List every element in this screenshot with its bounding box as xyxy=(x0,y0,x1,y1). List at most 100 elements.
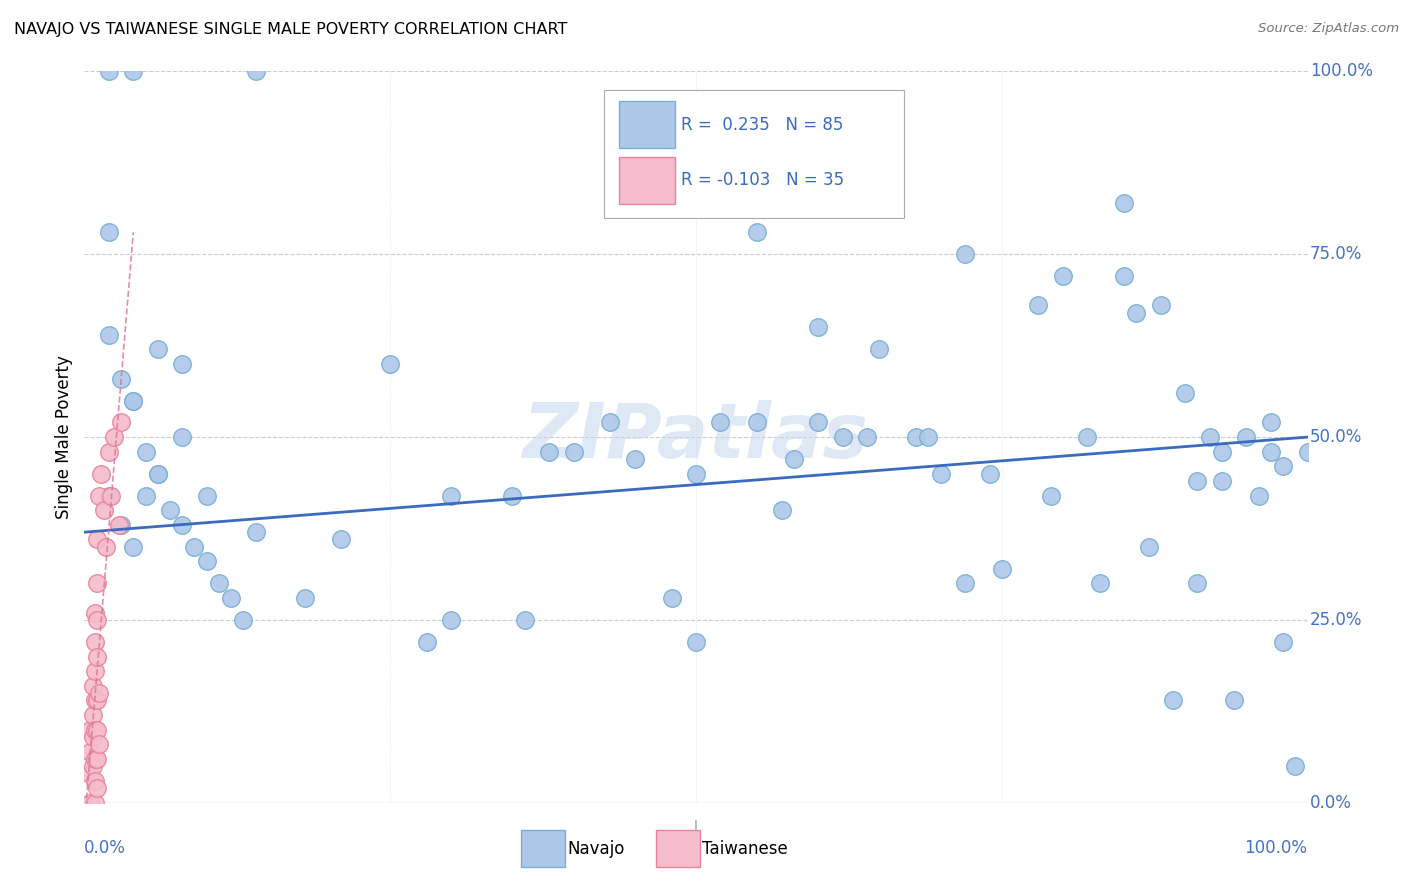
Point xyxy=(245,525,267,540)
Point xyxy=(783,452,806,467)
Point xyxy=(929,467,952,481)
Point xyxy=(1088,576,1111,591)
Point xyxy=(107,517,129,532)
Point xyxy=(953,247,976,261)
Point xyxy=(1272,635,1295,649)
Point xyxy=(82,759,104,773)
Point xyxy=(953,576,976,591)
FancyBboxPatch shape xyxy=(619,157,675,203)
Text: 25.0%: 25.0% xyxy=(1310,611,1362,629)
Point xyxy=(807,416,830,430)
Text: Taiwanese: Taiwanese xyxy=(702,840,787,858)
Text: 0.0%: 0.0% xyxy=(84,839,127,857)
Point xyxy=(86,723,108,737)
Point xyxy=(661,591,683,605)
Point xyxy=(86,752,108,766)
Point xyxy=(87,737,110,751)
Point xyxy=(599,416,621,430)
Point xyxy=(1187,474,1209,488)
Point xyxy=(1211,474,1233,488)
Point xyxy=(856,430,879,444)
Point xyxy=(380,357,402,371)
Point xyxy=(84,635,107,649)
Text: R = -0.103   N = 35: R = -0.103 N = 35 xyxy=(682,171,845,189)
Point xyxy=(86,533,108,547)
Point xyxy=(82,730,104,744)
FancyBboxPatch shape xyxy=(605,90,904,218)
Point xyxy=(562,444,585,458)
Point xyxy=(86,576,108,591)
Point xyxy=(1234,430,1257,444)
Point xyxy=(1150,298,1173,312)
Point xyxy=(501,489,523,503)
Text: 0.0%: 0.0% xyxy=(1310,794,1353,812)
Point xyxy=(122,540,145,554)
Point xyxy=(747,225,769,239)
Text: Navajo: Navajo xyxy=(568,840,624,858)
Point xyxy=(172,517,194,532)
Point xyxy=(97,64,120,78)
Text: 100.0%: 100.0% xyxy=(1310,62,1374,80)
Point xyxy=(990,562,1012,576)
Point xyxy=(135,489,157,503)
Text: Source: ZipAtlas.com: Source: ZipAtlas.com xyxy=(1258,22,1399,36)
Point xyxy=(103,430,125,444)
Point xyxy=(1187,576,1209,591)
Point xyxy=(97,444,120,458)
Point xyxy=(440,489,463,503)
Point xyxy=(1137,540,1160,554)
Text: 75.0%: 75.0% xyxy=(1310,245,1362,263)
Point xyxy=(1198,430,1220,444)
Point xyxy=(146,467,169,481)
Text: ZIPatlas: ZIPatlas xyxy=(523,401,869,474)
Point xyxy=(1272,459,1295,474)
Point xyxy=(624,452,647,467)
Point xyxy=(110,371,132,385)
Point xyxy=(1247,489,1270,503)
Point xyxy=(513,613,536,627)
Point xyxy=(97,327,120,342)
Point xyxy=(110,416,132,430)
Point xyxy=(1174,386,1197,401)
Point xyxy=(1223,693,1246,707)
Point xyxy=(1028,298,1050,312)
Point xyxy=(79,766,101,780)
Point xyxy=(97,489,120,503)
Point xyxy=(84,723,107,737)
FancyBboxPatch shape xyxy=(619,102,675,148)
Point xyxy=(159,503,181,517)
Point xyxy=(1296,444,1319,458)
Point xyxy=(245,64,267,78)
Point xyxy=(172,357,194,371)
Point xyxy=(93,503,115,517)
Point xyxy=(100,489,122,503)
Point xyxy=(84,773,107,788)
Point xyxy=(195,489,218,503)
Point xyxy=(807,320,830,334)
Point xyxy=(90,467,112,481)
Point xyxy=(172,430,194,444)
Point xyxy=(208,576,231,591)
Point xyxy=(1114,269,1136,284)
Y-axis label: Single Male Poverty: Single Male Poverty xyxy=(55,355,73,519)
Point xyxy=(86,649,108,664)
Point xyxy=(685,635,707,649)
Point xyxy=(1284,759,1306,773)
Point xyxy=(122,64,145,78)
Point xyxy=(770,503,793,517)
Point xyxy=(685,467,707,481)
Point xyxy=(84,606,107,620)
Point xyxy=(84,752,107,766)
Point xyxy=(110,517,132,532)
Text: R =  0.235   N = 85: R = 0.235 N = 85 xyxy=(682,116,844,134)
Point xyxy=(330,533,353,547)
Point xyxy=(84,796,107,810)
Point xyxy=(831,430,853,444)
Point xyxy=(87,489,110,503)
Point xyxy=(96,540,118,554)
Point xyxy=(917,430,939,444)
Point xyxy=(84,664,107,678)
Point xyxy=(135,444,157,458)
Point xyxy=(82,679,104,693)
Point xyxy=(195,554,218,568)
